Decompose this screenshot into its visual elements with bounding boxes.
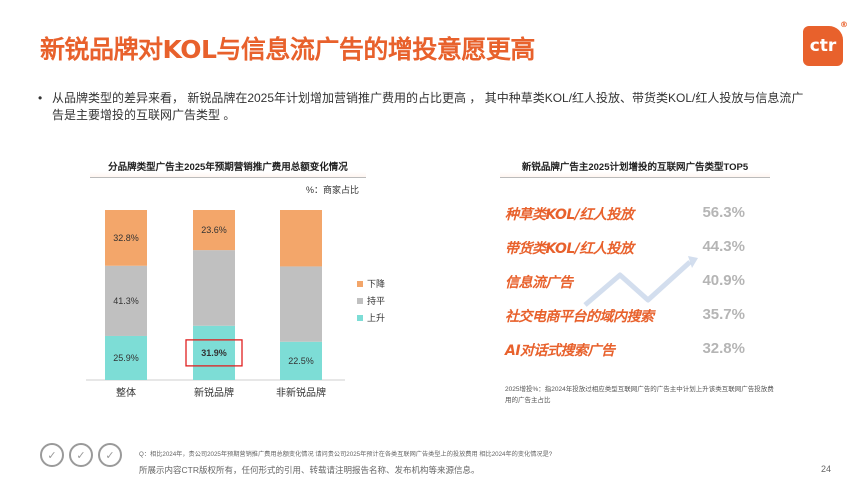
unit-note: %：商家占比: [306, 185, 360, 195]
top5-row: 带货类KOL/红人投放 44.3%: [505, 232, 745, 266]
data-label: 23.6%: [201, 225, 227, 235]
data-label: 32.8%: [113, 233, 139, 243]
left-chart-title: 分品牌类型广告主2025年预期营销推广费用总额变化情况: [90, 159, 366, 178]
data-label: 25.9%: [113, 353, 139, 363]
certification-badge-icon: ✓: [40, 443, 64, 467]
legend-swatch: [357, 315, 363, 321]
legend-swatch: [357, 298, 363, 304]
legend-label: 下降: [367, 278, 385, 289]
data-label: 41.3%: [113, 296, 139, 306]
top5-label: 带货类KOL/红人投放: [505, 241, 634, 257]
top5-row: AI对话式搜索广告 32.8%: [505, 334, 745, 368]
top5-row: 种草类KOL/红人投放 56.3%: [505, 198, 745, 232]
bullet-dot-icon: •: [38, 91, 43, 105]
bar-segment: [193, 210, 235, 251]
certification-badge-icon: ✓: [69, 443, 93, 467]
summary-text: 从品牌类型的差异来看， 新锐品牌在2025年计划增加营销推广费用的占比更高 ， …: [52, 91, 804, 122]
top5-value: 32.8%: [702, 340, 745, 357]
right-chart-note: 2025增投%：指2024年投放过相应类型互联网广告的广告主中计划上升该类互联网…: [505, 386, 774, 404]
registered-mark: ®: [840, 20, 848, 29]
summary-bullet: • 从品牌类型的差异来看， 新锐品牌在2025年计划增加营销推广费用的占比更高 …: [38, 90, 812, 124]
top5-list: 种草类KOL/红人投放 56.3% 带货类KOL/红人投放 44.3% 信息流广告 40.…: [505, 198, 745, 368]
page-number: 24: [820, 464, 831, 474]
legend-swatch: [357, 281, 363, 287]
bar-segment: [105, 210, 147, 266]
top5-value: 44.3%: [702, 238, 745, 255]
data-label: 22.5%: [288, 356, 314, 366]
legend-label: 持平: [367, 295, 385, 306]
bar-segment: [280, 341, 322, 380]
certification-badges: ✓ ✓ ✓: [40, 443, 122, 467]
top5-label: 信息流广告: [505, 275, 573, 291]
bar-segment: [193, 250, 235, 326]
page-title: 新锐品牌对KOL与信息流广告的增投意愿更高: [40, 35, 535, 64]
logo-text: ctr: [809, 36, 837, 56]
right-chart-title: 新锐品牌广告主2025计划增投的互联网广告类型TOP5: [500, 159, 770, 178]
legend-label: 上升: [367, 313, 385, 323]
top5-label: 社交电商平台的域内搜索: [505, 309, 654, 325]
top5-label: AI对话式搜索广告: [505, 343, 615, 359]
top5-row: 信息流广告 40.9%: [505, 266, 745, 300]
bar-segment: [105, 335, 147, 380]
certification-badge-icon: ✓: [98, 443, 122, 467]
category-label: 非新锐品牌: [276, 386, 326, 399]
bar-segment: [280, 266, 322, 342]
highlight-box: [185, 339, 243, 367]
copyright-text: 所展示内容CTR版权所有，任何形式的引用、转载请注明报告名称、发布机构等来源信息…: [139, 465, 480, 475]
bar-segment: [193, 325, 235, 380]
data-label: 31.9%: [201, 348, 227, 358]
ctr-logo: ctr ®: [803, 20, 848, 66]
top5-value: 56.3%: [702, 204, 745, 221]
category-label: 新锐品牌: [194, 386, 234, 399]
bar-segment: [105, 265, 147, 336]
top5-row: 社交电商平台的域内搜索 35.7%: [505, 300, 745, 334]
top5-value: 35.7%: [702, 306, 745, 323]
category-label: 整体: [116, 386, 136, 399]
top5-value: 40.9%: [702, 272, 745, 289]
footnote: Q：相比2024年，贵公司2025年预期营销推广费用总额变化情况 请问贵公司20…: [139, 451, 553, 458]
bar-segment: [280, 210, 322, 267]
top5-label: 种草类KOL/红人投放: [505, 207, 634, 223]
